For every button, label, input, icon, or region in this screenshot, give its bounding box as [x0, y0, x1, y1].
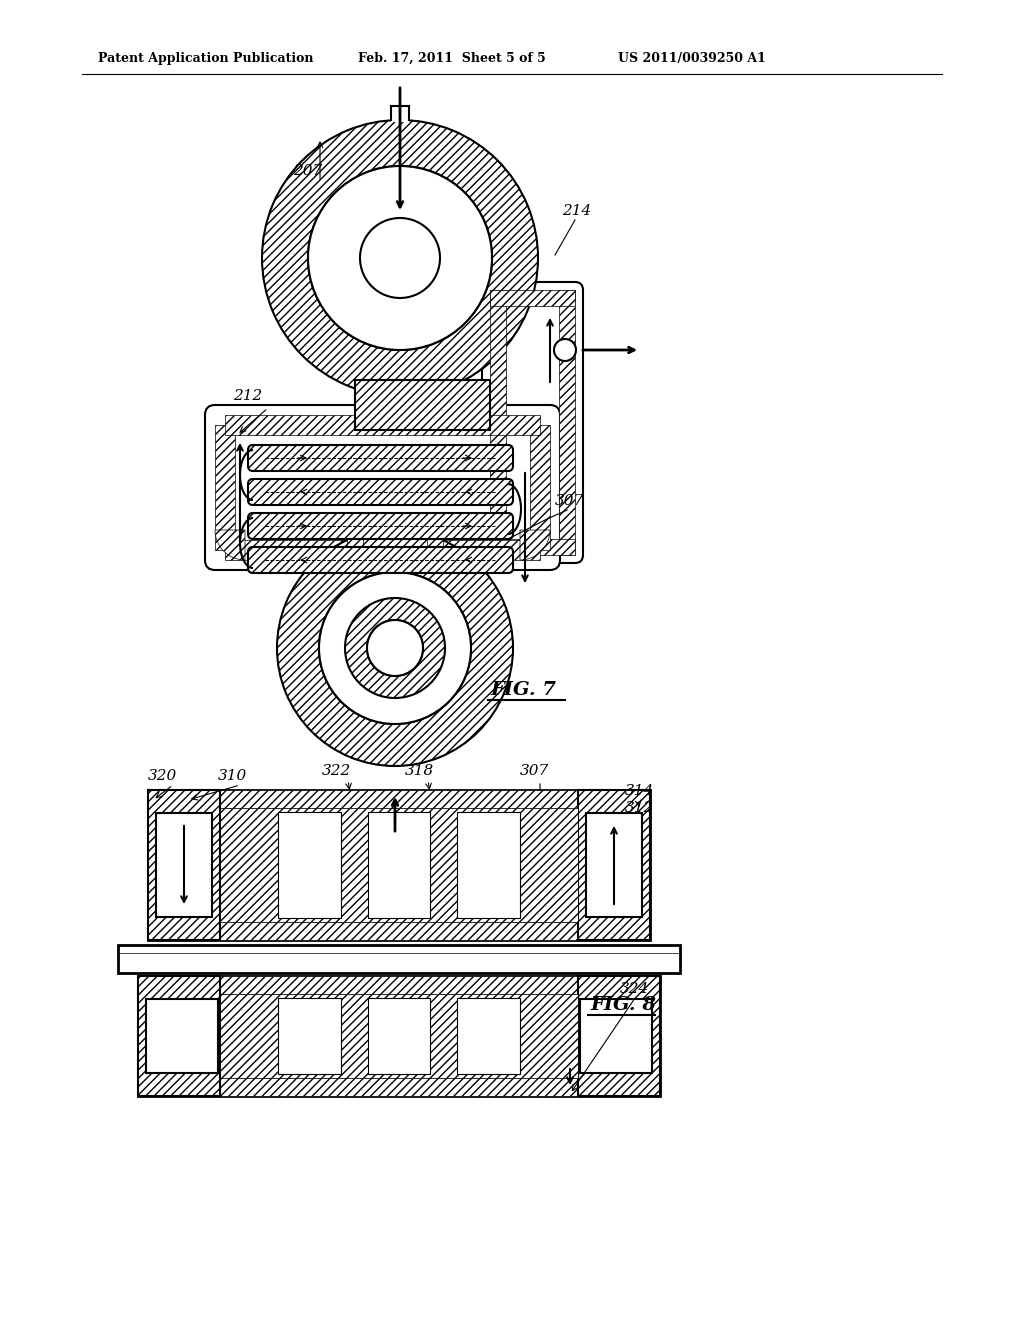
Bar	[225, 414, 540, 436]
Text: 207: 207	[293, 164, 323, 178]
Wedge shape	[520, 531, 550, 560]
Bar	[578, 789, 650, 940]
Wedge shape	[215, 531, 245, 560]
Text: 320: 320	[148, 770, 177, 783]
Bar	[220, 808, 578, 921]
FancyBboxPatch shape	[248, 546, 513, 573]
FancyBboxPatch shape	[248, 513, 513, 539]
Bar	[580, 999, 652, 1073]
Text: 310: 310	[218, 770, 247, 783]
Bar	[148, 789, 220, 940]
Bar	[578, 975, 660, 1096]
Bar	[279, 812, 341, 917]
Bar	[490, 539, 575, 554]
Bar	[138, 975, 660, 994]
Text: US 2011/0039250 A1: US 2011/0039250 A1	[618, 51, 766, 65]
Text: Patent Application Publication: Patent Application Publication	[98, 51, 313, 65]
Bar	[457, 812, 520, 917]
Bar	[156, 813, 212, 917]
Bar	[220, 994, 578, 1078]
Text: FIG. 7: FIG. 7	[490, 681, 556, 700]
Text: 318: 318	[406, 764, 434, 777]
Circle shape	[308, 166, 492, 350]
Bar	[148, 789, 650, 940]
Bar	[578, 789, 650, 940]
Bar	[457, 998, 520, 1074]
Text: 324: 324	[620, 982, 649, 997]
Bar	[148, 789, 220, 940]
Circle shape	[319, 572, 471, 723]
Bar	[138, 1078, 660, 1096]
Text: 214: 214	[562, 205, 591, 218]
Bar	[347, 535, 443, 554]
Bar	[427, 535, 443, 554]
Bar	[355, 380, 490, 430]
Wedge shape	[278, 531, 513, 766]
Bar	[578, 975, 660, 1096]
Circle shape	[554, 339, 575, 360]
FancyBboxPatch shape	[205, 405, 560, 570]
Bar	[586, 813, 642, 917]
Bar	[138, 975, 220, 1096]
Bar	[118, 945, 680, 973]
Bar	[490, 290, 506, 554]
Text: 212: 212	[233, 389, 262, 403]
Bar	[215, 425, 234, 550]
Bar	[279, 998, 341, 1074]
Text: 307: 307	[555, 494, 585, 508]
Text: 314: 314	[625, 784, 654, 799]
Text: 307: 307	[520, 764, 549, 777]
Bar	[347, 535, 362, 554]
Bar	[138, 975, 220, 1096]
Bar	[148, 921, 650, 940]
Bar	[146, 999, 218, 1073]
Bar	[490, 290, 575, 306]
Circle shape	[367, 620, 423, 676]
FancyBboxPatch shape	[248, 445, 513, 471]
Text: 312: 312	[625, 801, 654, 814]
Text: 322: 322	[322, 764, 351, 777]
Bar	[391, 102, 409, 121]
FancyBboxPatch shape	[248, 479, 513, 506]
Bar	[138, 975, 660, 1096]
Bar	[530, 425, 550, 550]
Bar	[559, 290, 575, 554]
Wedge shape	[345, 598, 445, 698]
Text: FIG. 8: FIG. 8	[590, 997, 656, 1014]
Text: Feb. 17, 2011  Sheet 5 of 5: Feb. 17, 2011 Sheet 5 of 5	[358, 51, 546, 65]
Wedge shape	[262, 120, 538, 396]
Bar	[148, 789, 650, 808]
Bar	[368, 998, 430, 1074]
Bar	[225, 540, 540, 560]
Circle shape	[360, 218, 440, 298]
Bar	[368, 812, 430, 917]
FancyBboxPatch shape	[482, 282, 583, 564]
